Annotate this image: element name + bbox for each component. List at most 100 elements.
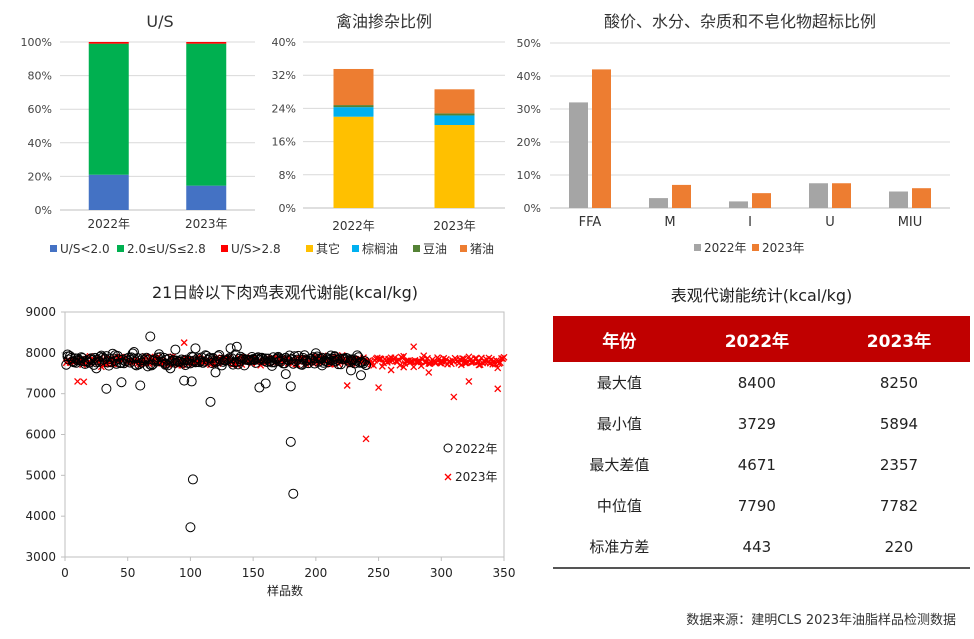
x-tick-label: 2023年 — [185, 217, 228, 231]
x-tick-label: 100 — [179, 566, 202, 580]
point-2022 — [323, 357, 334, 368]
legend-label: U/S<2.0 — [60, 242, 110, 256]
point-2022 — [361, 360, 372, 371]
point-2022 — [285, 381, 296, 392]
y-tick-label: 40% — [28, 137, 52, 150]
point-2022 — [110, 350, 121, 361]
chart-title: U/S — [146, 12, 173, 31]
legend-label: U/S>2.8 — [231, 242, 281, 256]
stats-table: 年份 2022年 2023年 最大值 8400 8250 最小值 3729 58… — [553, 316, 970, 569]
point-2023-stroke — [496, 359, 504, 367]
point-2023-stroke — [485, 354, 493, 362]
point-2022 — [356, 370, 367, 381]
table-cell: 7782 — [879, 496, 919, 515]
table-cell: 3729 — [737, 414, 776, 433]
bar — [752, 193, 771, 208]
bar-segment — [333, 68, 374, 106]
x-tick-label: 300 — [430, 566, 453, 580]
point-2023 — [180, 339, 188, 347]
point-2022 — [223, 354, 234, 365]
bar-segment — [434, 115, 475, 125]
y-tick-label: 9000 — [25, 305, 56, 319]
point-2022 — [98, 354, 109, 365]
point-2022 — [65, 351, 76, 362]
point-2023-stroke — [413, 358, 421, 366]
table-cell: 8400 — [737, 373, 776, 392]
point-2023 — [370, 361, 378, 369]
legend-marker-stroke — [444, 473, 452, 481]
point-2022 — [254, 382, 265, 393]
bar — [832, 183, 851, 208]
bar-segment — [333, 116, 374, 208]
point-2022 — [333, 359, 344, 370]
y-tick-label: 20% — [28, 170, 52, 183]
table-cell: 443 — [685, 526, 828, 569]
table-cell: 标准方差 — [553, 526, 686, 569]
point-2023 — [343, 382, 351, 389]
point-2023-stroke — [437, 357, 445, 365]
point-2023 — [425, 368, 433, 376]
point-2022 — [185, 522, 196, 533]
point-2022 — [103, 360, 114, 371]
table-row: 最大差值 4671 2357 — [553, 444, 970, 485]
point-2023-stroke — [494, 364, 502, 372]
point-2023 — [410, 343, 418, 351]
point-2022 — [85, 354, 96, 365]
bar-segment — [186, 43, 227, 186]
legend-label: 2023年 — [762, 241, 805, 255]
point-2022 — [116, 377, 127, 388]
point-2023 — [494, 364, 502, 372]
chart-title: 禽油掺杂比例 — [336, 12, 432, 31]
bar — [592, 69, 611, 209]
bar-segment — [88, 174, 129, 210]
point-2022 — [107, 348, 118, 359]
point-2023-stroke — [74, 377, 82, 385]
point-2022 — [101, 383, 112, 394]
point-2022 — [260, 378, 271, 389]
point-2023-stroke — [457, 361, 465, 369]
point-2023-stroke — [475, 361, 483, 369]
point-2022 — [187, 474, 198, 485]
point-2022 — [177, 357, 188, 368]
y-tick-label: 40% — [272, 36, 296, 49]
y-tick-label: 20% — [517, 136, 541, 149]
point-2022 — [235, 356, 246, 367]
y-tick-label: 0% — [524, 202, 541, 215]
x-tick-label: MIU — [898, 215, 923, 230]
point-2022 — [61, 359, 72, 370]
x-tick-label: I — [748, 215, 752, 230]
point-2023-stroke — [450, 393, 458, 401]
point-2023-stroke — [500, 353, 508, 361]
point-2023-stroke — [343, 382, 351, 389]
y-tick-label: 3000 — [25, 550, 56, 564]
bar-segment — [434, 125, 475, 208]
point-2022 — [231, 341, 242, 352]
point-2022 — [72, 353, 83, 364]
point-2022 — [225, 343, 236, 354]
point-2023-stroke — [465, 377, 473, 385]
table-cell: 7790 — [737, 496, 776, 515]
bar — [912, 188, 931, 208]
point-2022 — [135, 380, 146, 391]
y-tick-label: 30% — [517, 103, 541, 116]
legend-marker-2023 — [444, 473, 452, 481]
legend-swatch — [221, 245, 228, 252]
legend-marker-2022 — [443, 443, 453, 453]
point-2023 — [465, 377, 473, 385]
y-tick-label: 60% — [28, 103, 52, 116]
legend-swatch — [306, 245, 313, 252]
point-2022 — [146, 360, 157, 371]
x-tick-label: U — [825, 215, 835, 230]
point-2023 — [362, 435, 370, 443]
x-tick-label: FFA — [579, 215, 602, 230]
legend-swatch — [117, 245, 124, 252]
point-2022 — [91, 363, 102, 374]
y-tick-label: 7000 — [25, 387, 56, 401]
table-header-cell: 年份 — [553, 316, 686, 362]
y-tick-label: 0% — [279, 202, 296, 215]
point-2022 — [348, 354, 359, 365]
point-2023 — [475, 361, 483, 369]
bar — [729, 201, 748, 208]
point-2023-stroke — [80, 378, 88, 386]
